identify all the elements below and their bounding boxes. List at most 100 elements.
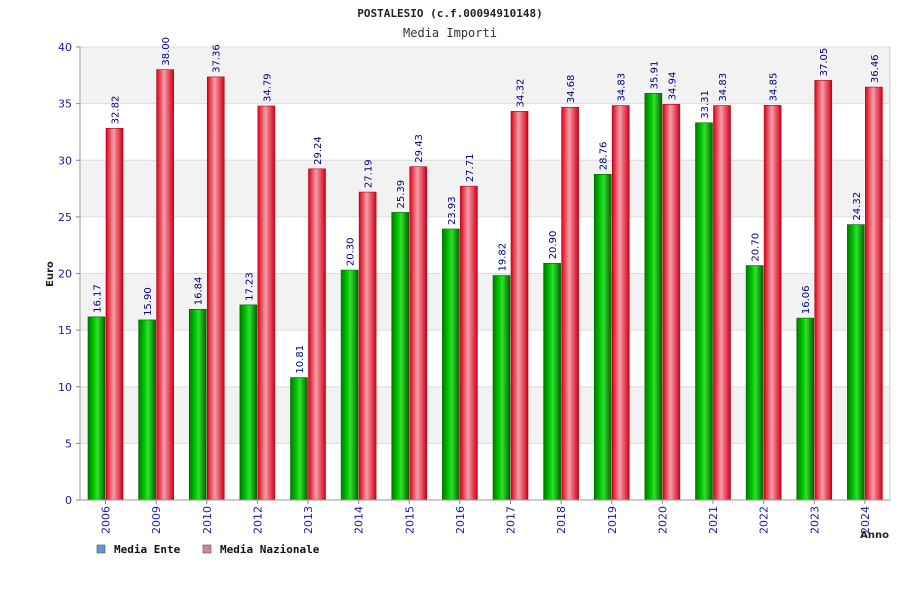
data-label: 25.39 — [396, 180, 407, 209]
x-tick-label: 2016 — [454, 506, 467, 534]
bars — [87, 69, 883, 501]
y-tick-label: 30 — [58, 154, 72, 167]
bar-media-nazionale — [460, 185, 478, 501]
y-tick-label: 10 — [58, 381, 72, 394]
data-label: 16.06 — [801, 285, 812, 314]
x-tick-label: 2021 — [707, 506, 720, 534]
legend-swatch — [202, 544, 212, 554]
bar-media-ente — [745, 265, 764, 501]
data-label: 27.71 — [465, 154, 476, 183]
bar-media-nazionale — [713, 105, 731, 501]
bar-media-ente — [138, 319, 156, 501]
data-label: 20.70 — [751, 233, 762, 262]
bar-media-nazionale — [156, 69, 174, 501]
bar-media-nazionale — [662, 104, 681, 501]
data-label: 34.79 — [262, 73, 273, 102]
bar-media-ente — [644, 93, 663, 501]
chart-title: POSTALESIO (c.f.00094910148) — [357, 7, 542, 20]
x-tick-label: 2010 — [201, 506, 214, 534]
bar-media-ente — [442, 228, 460, 501]
data-label: 27.19 — [364, 159, 375, 188]
x-axis-label: Anno — [860, 530, 889, 541]
y-tick-label: 35 — [58, 98, 72, 111]
data-label: 34.83 — [617, 73, 628, 102]
x-tick-label: 2020 — [656, 506, 669, 534]
data-label: 34.94 — [667, 72, 678, 101]
bar-media-nazionale — [358, 191, 377, 501]
x-tick-label: 2018 — [555, 506, 568, 534]
data-labels: 16.17 32.82 15.90 38.00 16.84 37.36 17.23 34.79… — [93, 37, 881, 374]
data-label: 20.30 — [346, 237, 357, 266]
bar-media-nazionale — [763, 105, 782, 501]
legend-swatch — [96, 544, 106, 554]
y-tick-label: 20 — [58, 268, 72, 281]
bar-media-nazionale — [409, 166, 428, 501]
x-tick-label: 2024 — [859, 506, 872, 534]
data-label: 33.31 — [700, 90, 711, 119]
bar-media-ente — [796, 317, 815, 501]
bar-media-ente — [695, 122, 713, 501]
data-label: 37.36 — [212, 44, 223, 73]
y-tick-label: 15 — [58, 324, 72, 337]
x-tick-label: 2006 — [100, 506, 113, 534]
data-label: 34.83 — [718, 73, 729, 102]
bar-media-nazionale — [308, 168, 326, 501]
x-tick-label: 2012 — [251, 506, 264, 534]
data-label: 37.05 — [819, 48, 830, 77]
bar-media-nazionale — [105, 128, 124, 501]
data-label: 10.81 — [295, 345, 306, 374]
y-axis: 0 5 10 15 20 25 30 35 40 — [58, 41, 81, 507]
data-label: 20.90 — [548, 231, 559, 260]
bar-media-ente — [593, 173, 612, 501]
x-tick-label: 2019 — [606, 506, 619, 534]
x-tick-label: 2014 — [353, 506, 366, 534]
bar-media-nazionale — [510, 111, 529, 501]
chart-subtitle: Media Importi — [403, 26, 497, 40]
data-label: 16.84 — [194, 277, 205, 306]
data-label: 17.23 — [244, 272, 255, 301]
data-label: 34.32 — [516, 79, 527, 108]
bar-media-ente — [239, 304, 258, 501]
data-label: 38.00 — [161, 37, 172, 66]
bar-media-ente — [340, 269, 359, 501]
data-label: 23.93 — [447, 196, 458, 225]
data-label: 34.68 — [566, 75, 577, 104]
legend-label: Media Nazionale — [220, 543, 320, 556]
data-label: 15.90 — [143, 287, 154, 316]
x-tick-label: 2015 — [403, 506, 416, 534]
y-tick-label: 25 — [58, 211, 72, 224]
y-tick-label: 40 — [58, 41, 72, 54]
bar-media-nazionale — [865, 86, 883, 501]
bar-media-ente — [391, 212, 410, 501]
data-label: 28.76 — [599, 142, 610, 171]
x-tick-label: 2009 — [150, 506, 163, 534]
data-label: 29.24 — [313, 136, 324, 165]
bar-media-nazionale — [611, 105, 630, 501]
data-label: 34.85 — [769, 73, 780, 102]
data-label: 36.46 — [870, 54, 881, 83]
data-label: 35.91 — [649, 61, 660, 90]
data-label: 16.17 — [93, 284, 104, 313]
legend: Media Ente Media Nazionale — [96, 543, 320, 556]
y-tick-label: 0 — [65, 494, 72, 507]
x-tick-label: 2022 — [758, 506, 771, 534]
data-label: 32.82 — [111, 96, 122, 125]
bar-media-ente — [290, 377, 308, 501]
y-axis-label: Euro — [45, 261, 56, 287]
bar-media-nazionale — [561, 106, 579, 501]
legend-label: Media Ente — [114, 543, 181, 556]
bar-media-nazionale — [206, 76, 225, 501]
bar-media-ente — [188, 308, 207, 501]
x-tick-label: 2023 — [808, 506, 821, 534]
bar-media-ente — [847, 224, 865, 501]
x-tick-label: 2013 — [302, 506, 315, 534]
data-label: 29.43 — [414, 134, 425, 163]
bar-media-ente — [492, 275, 511, 501]
bar-media-ente — [543, 263, 561, 501]
x-axis: 2006 2009 2010 2012 2013 2014 2015 2016 2017 2018… — [80, 499, 890, 534]
y-tick-label: 5 — [65, 437, 72, 450]
bar-media-nazionale — [814, 80, 833, 501]
bar-media-nazionale — [257, 105, 276, 501]
x-tick-label: 2017 — [505, 506, 518, 534]
